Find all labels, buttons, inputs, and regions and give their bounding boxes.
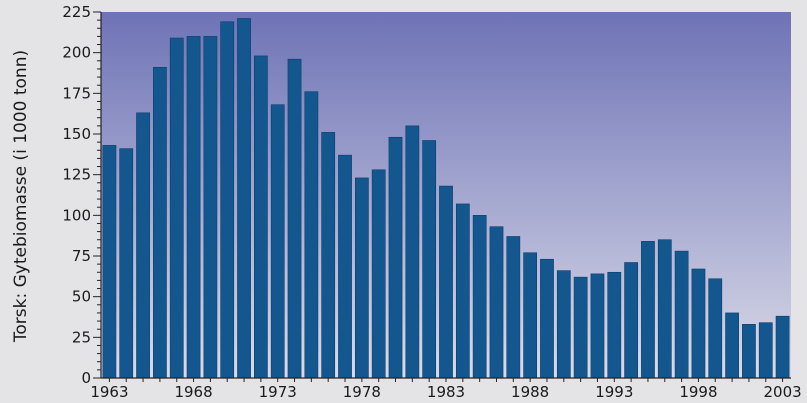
- bar-1975: [304, 91, 319, 379]
- bar-1988: [523, 252, 538, 379]
- x-tick-label: 1993: [595, 383, 633, 401]
- y-tick-label: 25: [72, 328, 91, 346]
- bars-group: [102, 18, 790, 379]
- y-tick-label: 225: [62, 3, 91, 21]
- x-axis: 1963 1968 1973 1978 1983 1988 1993 1998 2003: [90, 377, 802, 401]
- bar-2001: [742, 324, 756, 379]
- x-tick-label: 1988: [511, 383, 549, 401]
- y-axis: 0 25 50 75 100 125 150 175 200 225: [62, 3, 102, 387]
- bar-1978: [354, 177, 369, 379]
- x-tick-label: 1983: [427, 383, 465, 401]
- bar-1992: [590, 273, 605, 379]
- bar-1982: [422, 140, 437, 379]
- bar-1974: [287, 58, 302, 379]
- bar-1966: [153, 67, 167, 379]
- x-tick-label: 1968: [174, 383, 212, 401]
- bar-1995: [641, 241, 655, 379]
- bar-1986: [489, 226, 504, 379]
- x-tick-label: 2003: [763, 383, 801, 401]
- bar-1973: [270, 104, 285, 379]
- bar-1963: [102, 145, 117, 379]
- bar-2002: [758, 322, 773, 379]
- bar-1997: [674, 250, 689, 379]
- bar-1980: [388, 136, 403, 379]
- bar-1996: [657, 239, 672, 379]
- bar-1967: [169, 37, 184, 379]
- bar-1979: [371, 169, 386, 379]
- bar-1964: [119, 148, 134, 379]
- x-tick-label: 1963: [90, 383, 128, 401]
- bar-1968: [186, 36, 201, 379]
- bar-1991: [573, 276, 588, 379]
- bar-1994: [624, 262, 638, 379]
- bar-1993: [607, 271, 622, 379]
- x-tick-label: 1998: [679, 383, 717, 401]
- y-tick-label: 100: [62, 206, 91, 224]
- y-tick-label: 150: [62, 125, 91, 143]
- bar-1981: [405, 125, 420, 379]
- y-tick-label: 0: [81, 369, 91, 387]
- bar-1985: [472, 215, 487, 379]
- bar-2003: [775, 315, 790, 379]
- bar-1970: [220, 21, 235, 379]
- bar-1990: [556, 270, 571, 379]
- y-tick-label: 125: [62, 166, 91, 184]
- y-tick-label: 75: [72, 247, 91, 265]
- bar-1998: [691, 268, 706, 379]
- bar-1965: [136, 112, 150, 379]
- bar-1989: [540, 258, 554, 379]
- y-tick-label: 200: [62, 44, 91, 62]
- y-axis-title: Torsk: Gytebiomasse (i 1000 tonn): [11, 50, 31, 343]
- bar-1977: [338, 154, 352, 379]
- bar-1999: [708, 278, 723, 379]
- x-tick-label: 1978: [343, 383, 381, 401]
- bar-2000: [725, 312, 739, 379]
- x-tick-label: 1973: [259, 383, 297, 401]
- bar-1983: [439, 185, 453, 379]
- bar-1969: [203, 36, 218, 379]
- bar-1972: [254, 55, 268, 379]
- y-tick-label: 50: [72, 288, 91, 306]
- bar-1976: [321, 132, 336, 379]
- bar-1971: [237, 18, 251, 379]
- y-tick-label: 175: [62, 84, 91, 102]
- bar-1987: [506, 236, 521, 379]
- bar-1984: [455, 203, 470, 379]
